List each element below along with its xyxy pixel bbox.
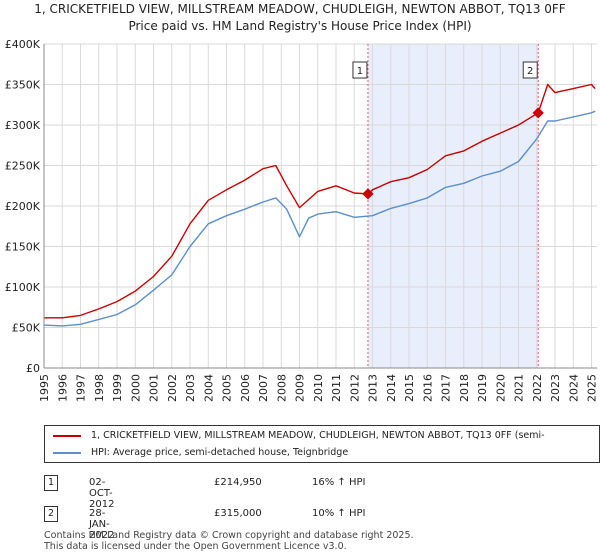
transaction-label: 1: [357, 66, 363, 77]
footer: Contains HM Land Registry data © Crown c…: [44, 530, 414, 552]
x-tick-label: 2022: [531, 374, 544, 402]
x-tick-label: 1996: [56, 374, 69, 402]
price-chart: £0 £50K £100K £150K £200K £250K £300K £350K £400…: [5, 38, 599, 402]
x-tick-label: 2005: [221, 374, 234, 402]
transaction-label: 2: [527, 66, 533, 77]
footer-copyright: Contains HM Land Registry data © Crown c…: [44, 530, 414, 541]
legend-label-hpi: HPI: Average price, semi-detached house,…: [91, 447, 349, 458]
x-tick-label: 2008: [275, 374, 288, 402]
x-tick-label: 1999: [111, 374, 124, 402]
y-tick-label: £200K: [5, 200, 41, 213]
x-tick-label: 2006: [239, 374, 252, 402]
x-tick-label: 2009: [294, 374, 307, 402]
legend-swatch-property: [53, 434, 81, 437]
y-tick-label: £250K: [5, 160, 41, 173]
transaction-date: 02-OCT-2012: [89, 477, 115, 510]
transaction-marker: 1: [44, 475, 58, 491]
legend-item-property: 1, CRICKETFIELD VIEW, MILLSTREAM MEADOW,…: [53, 430, 545, 441]
x-tick-label: 2002: [166, 374, 179, 402]
transaction-date: 28-JAN-2022: [89, 508, 115, 541]
legend-label-property: 1, CRICKETFIELD VIEW, MILLSTREAM MEADOW,…: [91, 430, 545, 441]
transaction-marker: 2: [44, 506, 58, 522]
series-line-hpi: [43, 110, 596, 327]
x-tick-label: 2000: [129, 374, 142, 402]
y-tick-label: £50K: [12, 322, 41, 335]
x-tick-label: 2021: [513, 374, 526, 402]
x-tick-label: 1998: [93, 374, 106, 402]
y-tick-label: £0: [26, 362, 40, 375]
footer-license: This data is licensed under the Open Gov…: [44, 541, 347, 552]
x-tick-label: 2013: [367, 374, 380, 402]
x-tick-label: 2019: [476, 374, 489, 402]
x-tick-label: 1997: [75, 374, 88, 402]
chart-legend: 1, CRICKETFIELD VIEW, MILLSTREAM MEADOW,…: [44, 425, 600, 463]
y-tick-label: £150K: [5, 241, 41, 254]
transaction-point: [362, 188, 374, 200]
chart-subtitle: Price paid vs. HM Land Registry's House …: [128, 19, 472, 33]
y-tick-label: £100K: [5, 281, 41, 294]
transaction-label-box: [352, 61, 368, 79]
x-tick-label: 2011: [330, 374, 343, 402]
x-tick-label: 2007: [257, 374, 270, 402]
y-tick-label: £350K: [5, 79, 41, 92]
legend-item-hpi: HPI: Average price, semi-detached house,…: [53, 447, 348, 458]
series-line-property: [44, 83, 596, 319]
transaction-label-box: [522, 61, 538, 79]
transaction-hpi-change: 10% ↑ HPI: [312, 508, 366, 519]
x-tick-label: 2012: [348, 374, 361, 402]
x-tick-label: 2018: [458, 374, 471, 402]
y-tick-label: £400K: [5, 38, 41, 51]
transaction-price: £214,950: [214, 477, 262, 488]
x-tick-label: 2003: [184, 374, 197, 402]
x-tick-label: 2017: [440, 374, 453, 402]
x-tick-label: 2010: [312, 374, 325, 402]
transaction-price: £315,000: [214, 508, 262, 519]
transaction-hpi-change: 16% ↑ HPI: [312, 477, 366, 488]
legend-swatch-hpi: [53, 451, 81, 454]
chart-title: 1, CRICKETFIELD VIEW, MILLSTREAM MEADOW,…: [34, 2, 566, 16]
x-tick-label: 2020: [494, 374, 507, 402]
x-tick-label: 2015: [403, 374, 416, 402]
y-tick-label: £300K: [5, 119, 41, 132]
x-tick-label: 2023: [549, 374, 562, 402]
x-tick-label: 2001: [148, 374, 161, 402]
x-tick-label: 2024: [567, 374, 580, 402]
x-tick-label: 2014: [385, 374, 398, 402]
x-tick-label: 2025: [586, 374, 599, 402]
x-tick-label: 2016: [421, 374, 434, 402]
x-tick-label: 1995: [38, 374, 51, 402]
x-tick-label: 2004: [202, 374, 215, 402]
